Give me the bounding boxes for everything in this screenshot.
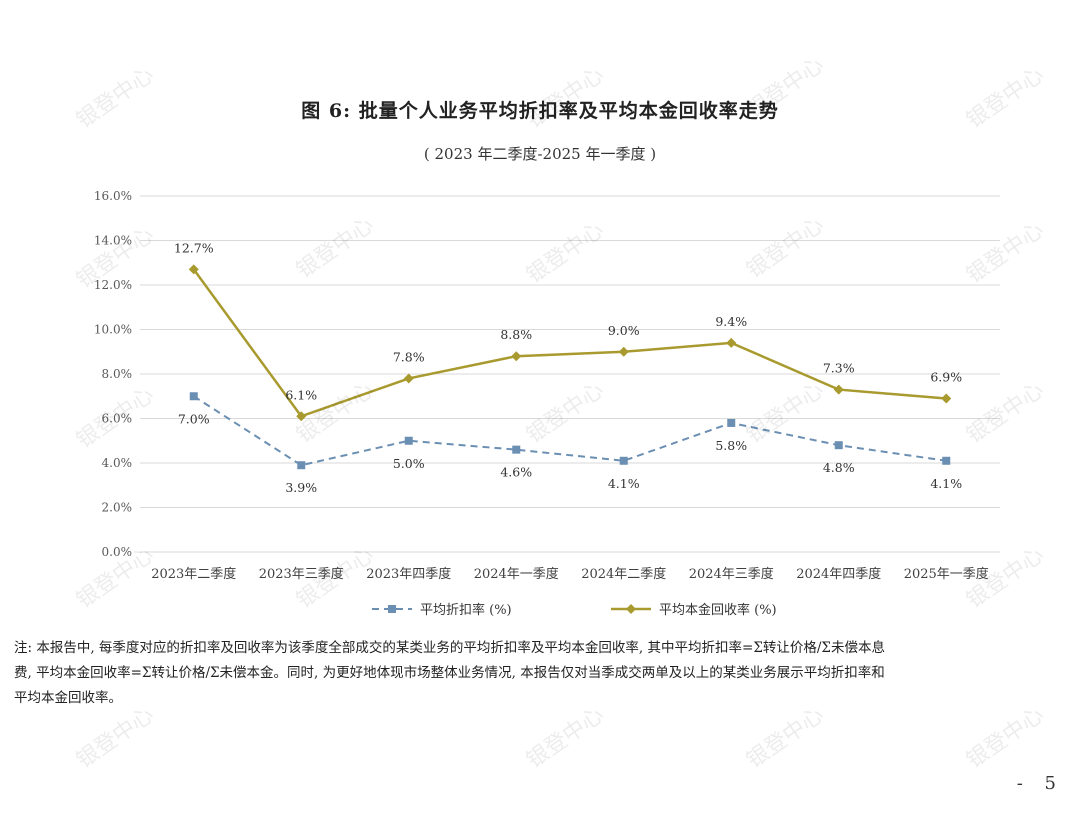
data-point-recovery xyxy=(511,351,522,362)
data-point-recovery xyxy=(188,264,199,275)
y-tick-label: 0.0% xyxy=(102,545,133,559)
data-point-discount xyxy=(404,436,413,445)
data-label-recovery: 9.4% xyxy=(715,314,747,329)
data-label-recovery: 8.8% xyxy=(500,327,532,342)
series-line-recovery xyxy=(192,268,947,418)
data-label-discount: 4.8% xyxy=(823,460,855,475)
data-point-discount xyxy=(619,456,628,465)
footnote-line-3: 平均本金回收率。 xyxy=(14,690,122,706)
y-tick-label: 6.0% xyxy=(102,412,133,426)
data-label-recovery: 12.7% xyxy=(174,240,214,255)
chart-area: 0.0% 2.0% 4.0% 6.0% 8.0% 10.0% 12.0% 14.0% 16.0%… xyxy=(94,189,1000,618)
data-point-discount xyxy=(942,456,951,465)
y-tick-label: 10.0% xyxy=(94,323,132,337)
data-point-recovery xyxy=(618,346,629,357)
y-tick-label: 2.0% xyxy=(102,501,133,515)
data-point-recovery xyxy=(941,393,952,404)
legend-label-recovery: 平均本金回收率 (%) xyxy=(659,602,777,618)
data-label-discount: 5.0% xyxy=(393,456,425,471)
x-tick-label: 2023年三季度 xyxy=(259,566,344,582)
legend-marker-discount xyxy=(388,605,396,613)
data-point-recovery xyxy=(296,411,307,422)
x-tick-label: 2024年四季度 xyxy=(796,566,881,582)
data-label-discount: 3.9% xyxy=(285,480,317,495)
page-number: - 5 xyxy=(1016,773,1064,794)
data-label-discount: 4.1% xyxy=(930,476,962,491)
x-tick-label: 2025年一季度 xyxy=(904,566,989,582)
data-label-discount: 4.1% xyxy=(608,476,640,491)
x-tick-label: 2023年二季度 xyxy=(151,566,236,582)
data-label-recovery: 7.8% xyxy=(393,349,425,364)
series-line-discount xyxy=(193,395,947,467)
data-point-discount xyxy=(297,461,306,470)
x-tick-label: 2024年三季度 xyxy=(689,566,774,582)
data-point-discount xyxy=(834,441,843,450)
y-tick-label: 8.0% xyxy=(102,367,133,381)
y-tick-label: 4.0% xyxy=(102,456,133,470)
x-tick-label: 2023年四季度 xyxy=(366,566,451,582)
data-point-recovery xyxy=(403,373,414,384)
data-point-discount xyxy=(512,445,521,454)
data-label-recovery: 6.9% xyxy=(930,369,962,384)
data-point-recovery xyxy=(726,337,737,348)
y-tick-label: 12.0% xyxy=(94,278,132,292)
data-label-discount: 7.0% xyxy=(178,411,210,426)
x-tick-label: 2024年一季度 xyxy=(474,566,559,582)
footnote-line-1: 注: 本报告中, 每季度对应的折扣率及回收率为该季度全部成交的某类业务的平均折扣… xyxy=(14,640,885,656)
chart-subtitle: ( 2023 年二季度-2025 年一季度 ) xyxy=(423,145,657,163)
y-tick-label: 16.0% xyxy=(94,189,132,203)
y-tick-label: 14.0% xyxy=(94,234,132,248)
footnote: 注: 本报告中, 每季度对应的折扣率及回收率为该季度全部成交的某类业务的平均折扣… xyxy=(14,636,1078,711)
data-label-discount: 4.6% xyxy=(500,465,532,480)
data-label-discount: 5.8% xyxy=(715,438,747,453)
chart-title: 图 6: 批量个人业务平均折扣率及平均本金回收率走势 xyxy=(301,100,779,122)
legend-marker-recovery xyxy=(626,604,636,614)
footnote-line-2: 费, 平均本金回收率=Σ转让价格/Σ未偿本金。同时, 为更好地体现市场整体业务情… xyxy=(14,665,885,681)
data-point-discount xyxy=(189,392,198,401)
data-label-recovery: 7.3% xyxy=(823,361,855,376)
data-point-recovery xyxy=(833,384,844,395)
legend-label-discount: 平均折扣率 (%) xyxy=(420,602,512,618)
data-point-discount xyxy=(727,418,736,427)
data-label-recovery: 9.0% xyxy=(608,323,640,338)
x-tick-label: 2024年二季度 xyxy=(581,566,666,582)
data-label-recovery: 6.1% xyxy=(285,387,317,402)
